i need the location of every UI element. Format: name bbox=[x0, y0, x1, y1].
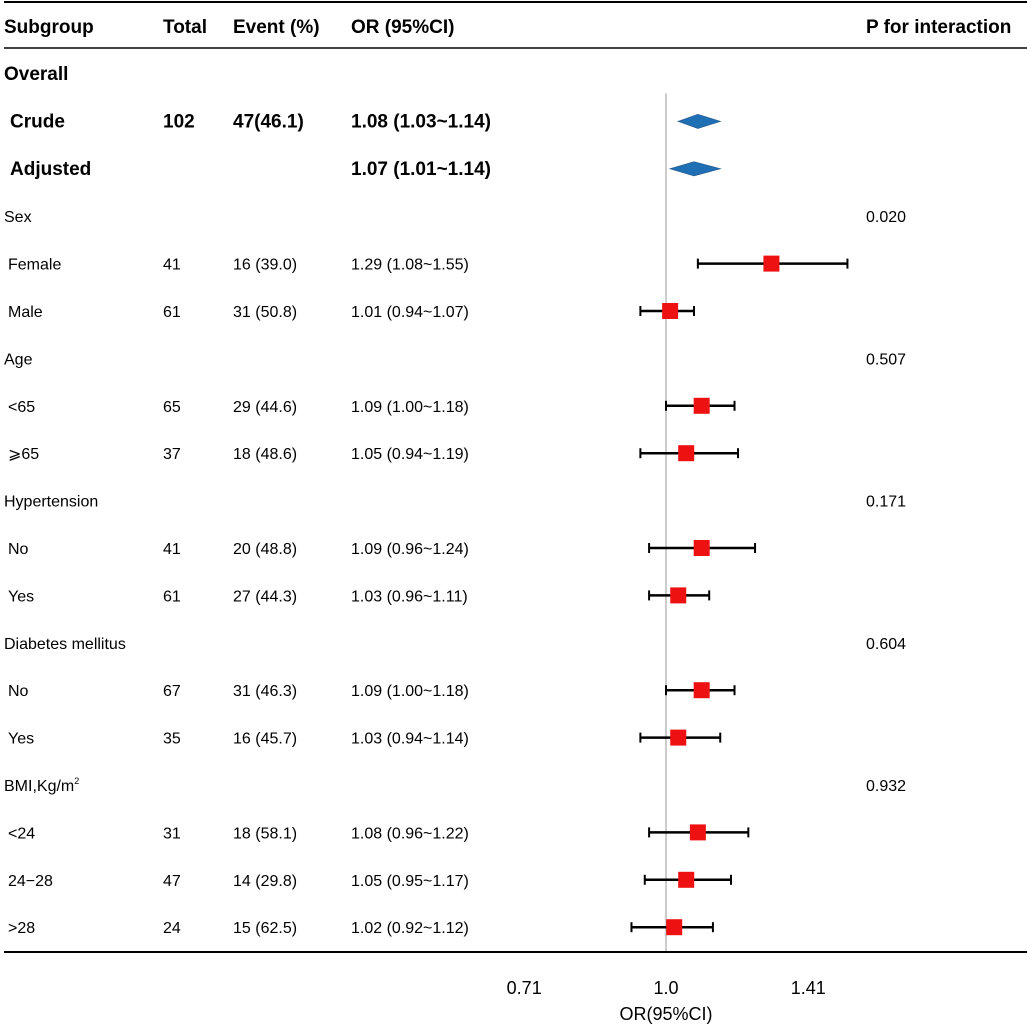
total-cell: 61 bbox=[163, 588, 181, 605]
or-ci-cell: 1.29 (1.08~1.55) bbox=[351, 257, 469, 274]
point-estimate-square bbox=[662, 303, 679, 319]
p-interaction-cell: 0.020 bbox=[866, 209, 906, 226]
or-ci-cell: 1.07 (1.01~1.14) bbox=[351, 159, 491, 180]
point-estimate-square bbox=[666, 919, 683, 936]
or-ci-cell: 1.05 (0.94~1.19) bbox=[351, 446, 469, 463]
or-ci-cell: 1.02 (0.92~1.12) bbox=[351, 920, 469, 937]
forest-rows: Overall Crude 102 47(46.1) 1.08 (1.03~1.14) A… bbox=[4, 64, 906, 937]
section-label: Sex bbox=[4, 209, 32, 226]
header-total: Total bbox=[163, 17, 207, 38]
p-interaction-cell: 0.507 bbox=[866, 351, 906, 368]
event-cell: 20 (48.8) bbox=[233, 541, 297, 558]
event-cell: 31 (46.3) bbox=[233, 683, 297, 700]
x-tick-label: 1.0 bbox=[653, 978, 678, 998]
event-cell: 29 (44.6) bbox=[233, 399, 297, 416]
total-cell: 102 bbox=[163, 111, 195, 132]
section-label: Overall bbox=[4, 64, 68, 85]
point-estimate-square bbox=[670, 729, 687, 746]
point-estimate-square bbox=[678, 871, 695, 888]
event-cell: 31 (50.8) bbox=[233, 304, 297, 321]
event-cell: 15 (62.5) bbox=[233, 920, 297, 937]
x-axis: 0.71 1.0 1.41 bbox=[507, 978, 826, 998]
summary-diamond bbox=[677, 113, 722, 129]
row-label: >28 bbox=[8, 920, 35, 937]
point-estimate-square bbox=[678, 445, 695, 462]
point-estimate-square bbox=[693, 540, 710, 556]
total-cell: 67 bbox=[163, 683, 181, 700]
total-cell: 47 bbox=[163, 873, 181, 890]
event-cell: 18 (48.6) bbox=[233, 446, 297, 463]
row-label: Crude bbox=[10, 111, 65, 132]
forest-marks bbox=[630, 93, 849, 952]
section-label: BMI,Kg/m2 bbox=[4, 776, 79, 795]
total-cell: 41 bbox=[163, 541, 181, 558]
event-cell: 18 (58.1) bbox=[233, 825, 297, 842]
x-axis-label: OR(95%CI) bbox=[619, 1004, 712, 1024]
total-cell: 41 bbox=[163, 257, 181, 274]
header-subgroup: Subgroup bbox=[4, 17, 94, 38]
event-cell: 27 (44.3) bbox=[233, 588, 297, 605]
point-estimate-square bbox=[763, 255, 780, 272]
p-interaction-cell: 0.604 bbox=[866, 636, 906, 653]
event-cell: 14 (29.8) bbox=[233, 873, 297, 890]
header-or: OR (95%CI) bbox=[351, 17, 454, 38]
or-ci-cell: 1.03 (0.94~1.14) bbox=[351, 731, 469, 748]
superscript: 2 bbox=[74, 776, 79, 786]
total-cell: 35 bbox=[163, 731, 181, 748]
or-ci-cell: 1.01 (0.94~1.07) bbox=[351, 304, 469, 321]
or-ci-cell: 1.09 (0.96~1.24) bbox=[351, 541, 469, 558]
row-label: Yes bbox=[8, 588, 34, 605]
row-label: No bbox=[8, 683, 29, 700]
event-cell: 16 (45.7) bbox=[233, 731, 297, 748]
or-ci-cell: 1.09 (1.00~1.18) bbox=[351, 399, 469, 416]
or-ci-cell: 1.08 (1.03~1.14) bbox=[351, 111, 491, 132]
row-label: Male bbox=[8, 304, 43, 321]
or-ci-cell: 1.03 (0.96~1.11) bbox=[351, 588, 468, 605]
event-cell: 16 (39.0) bbox=[233, 257, 297, 274]
summary-diamond bbox=[668, 161, 722, 177]
event-cell: 47(46.1) bbox=[233, 111, 304, 132]
total-cell: 37 bbox=[163, 446, 181, 463]
section-label: Diabetes mellitus bbox=[4, 636, 126, 653]
point-estimate-square bbox=[693, 682, 710, 699]
row-label: ⩾65 bbox=[8, 446, 39, 463]
row-label: Female bbox=[8, 257, 61, 274]
or-ci-cell: 1.09 (1.00~1.18) bbox=[351, 683, 469, 700]
point-estimate-square bbox=[689, 824, 706, 841]
total-cell: 31 bbox=[163, 825, 181, 842]
row-label: Adjusted bbox=[10, 159, 91, 180]
row-label: No bbox=[8, 541, 29, 558]
total-cell: 24 bbox=[163, 920, 181, 937]
point-estimate-square bbox=[693, 397, 710, 414]
section-label: Age bbox=[4, 351, 33, 368]
row-label: <24 bbox=[8, 825, 35, 842]
total-cell: 61 bbox=[163, 304, 181, 321]
section-label: Hypertension bbox=[4, 494, 98, 511]
header-event: Event (%) bbox=[233, 17, 320, 38]
row-label: Yes bbox=[8, 731, 34, 748]
total-cell: 65 bbox=[163, 399, 181, 416]
p-interaction-cell: 0.171 bbox=[866, 494, 906, 511]
row-label: 24−28 bbox=[8, 873, 53, 890]
point-estimate-square bbox=[670, 587, 687, 604]
x-tick-label: 0.71 bbox=[507, 978, 542, 998]
p-interaction-cell: 0.932 bbox=[866, 778, 906, 795]
header-p-interaction: P for interaction bbox=[866, 17, 1011, 38]
or-ci-cell: 1.08 (0.96~1.22) bbox=[351, 825, 469, 842]
row-label: <65 bbox=[8, 399, 35, 416]
or-ci-cell: 1.05 (0.95~1.17) bbox=[351, 873, 469, 890]
x-tick-label: 1.41 bbox=[791, 978, 826, 998]
